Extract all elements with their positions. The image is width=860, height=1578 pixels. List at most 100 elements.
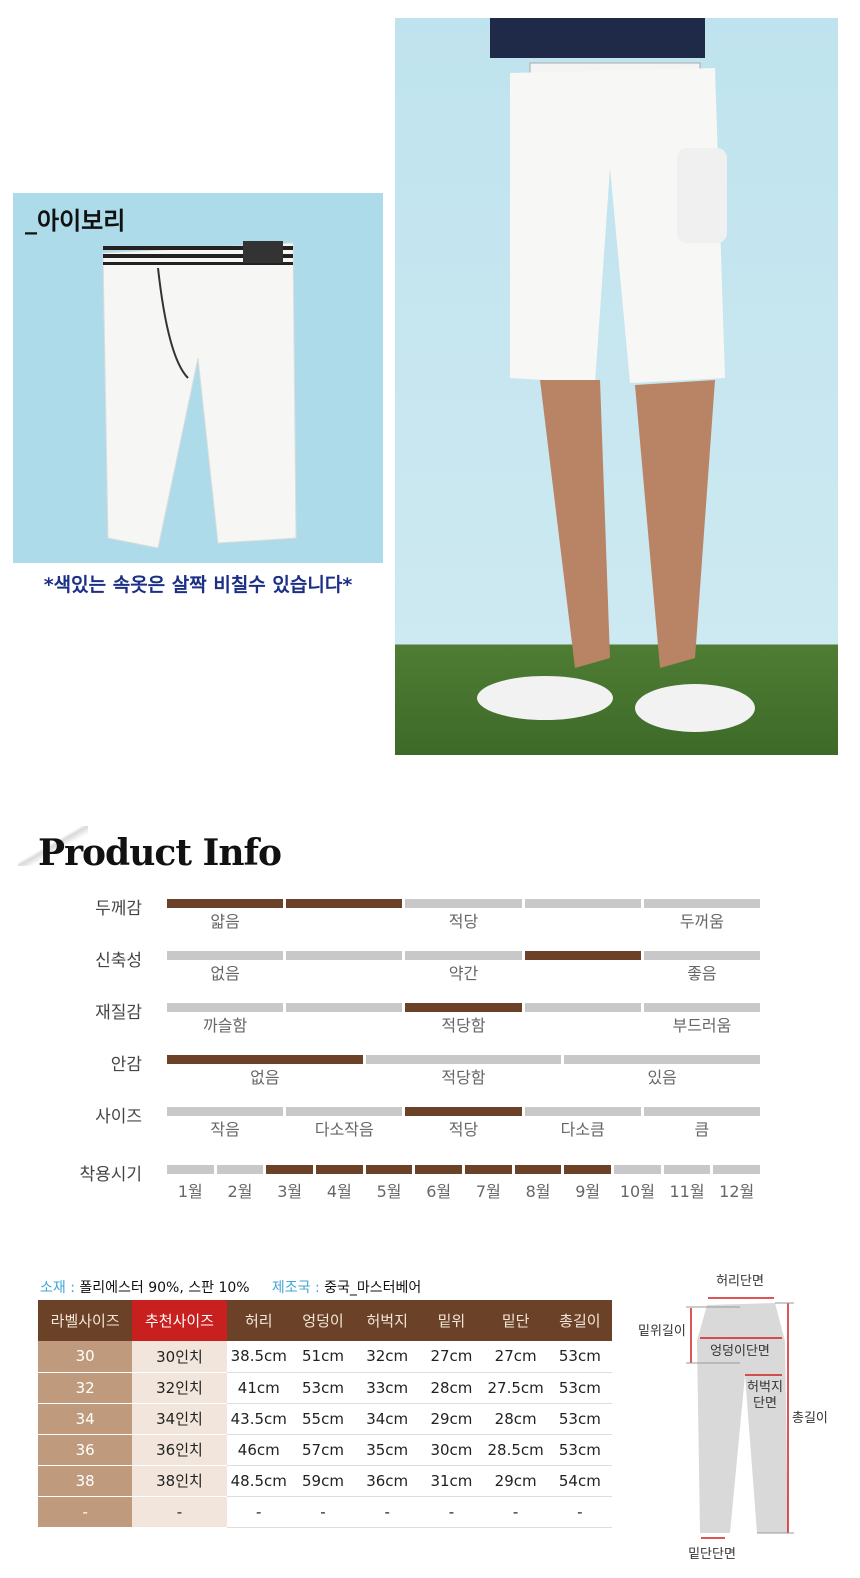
size-table-header-cell: 추천사이즈 [132,1300,227,1341]
size-table-cell: 54cm [547,1465,612,1497]
model-photo [395,18,838,755]
size-table-cell: 28.5cm [483,1434,548,1466]
material-key: 소재 : [40,1280,75,1296]
rating-segment [405,899,522,908]
size-table-cell: - [483,1496,548,1528]
origin-value: 중국_마스터베어 [324,1280,422,1296]
size-table-cell: - [132,1496,227,1528]
rating-scale-label: 적당 [448,1120,479,1139]
rating-scale-label [525,908,641,932]
diagram-length: 총길이 [792,1411,828,1426]
diagram-rise: 밑위길이 [638,1324,686,1339]
size-table-cell: 53cm [547,1372,612,1404]
size-table-cell: 32cm [355,1341,420,1373]
rating-scale-label: 좋음 [687,964,717,983]
rating-segment [167,1107,284,1116]
rating-scale-label: 작음 [210,1120,240,1139]
rating-bar [167,899,761,908]
size-table-cell: 57cm [290,1434,356,1466]
size-table-cell: - [355,1496,420,1528]
rating-segment [167,1003,284,1012]
rating-segment [614,1165,661,1174]
diagram-waist: 허리단면 [716,1274,764,1289]
rating-segment [524,951,641,960]
diagram-hip: 엉덩이단면 [710,1344,770,1359]
rating-scale-label: 적당 [448,912,479,931]
rating-segment [365,1165,413,1174]
size-table-cell: 34 [38,1403,133,1435]
size-table-header-cell: 총길이 [547,1300,612,1341]
rating-segment [286,1107,403,1116]
rating-bar [167,1107,761,1116]
size-table-cell: 27cm [419,1341,484,1373]
diagram-thigh-2: 단면 [753,1396,777,1411]
size-table-row: 38 38인치 48.5cm 59cm 36cm 31cm 29cm 54cm [38,1465,612,1497]
size-table-cell: 32인치 [132,1372,227,1404]
color-swatch-panel: _아이보리 [13,193,383,563]
rating-scale-label: 다소작음 [314,1120,374,1139]
rating-scale-label: 큼 [694,1120,710,1139]
rating-scale-label: 얇음 [210,912,240,931]
rating-scale-label: 10월 [619,1182,655,1201]
rating-segment [465,1165,512,1174]
rating-segment [266,1165,314,1174]
rating-segment [405,951,522,960]
size-table-cell: 59cm [290,1465,356,1497]
rating-segment [643,1107,761,1116]
rating-scale-label: 6월 [426,1182,452,1201]
rating-segment [405,1003,522,1012]
rating-scale-label: 8월 [525,1182,551,1201]
size-table-cell: 34cm [355,1403,420,1435]
size-table-row: 32 32인치 41cm 53cm 33cm 28cm 27.5cm 53cm [38,1372,612,1404]
size-table-cell: 41cm [226,1372,291,1404]
rating-scale-label [286,1012,402,1036]
size-table-header-cell: 허벅지 [355,1300,420,1341]
rating-segment [415,1165,463,1174]
rating-bar [167,1003,761,1012]
rating-scale-label: 5월 [376,1182,402,1201]
size-table-cell: - [419,1496,484,1528]
size-table-cell: 36인치 [132,1434,227,1466]
size-table-cell: 35cm [355,1434,420,1466]
size-table-cell: 51cm [290,1341,356,1373]
flat-shorts-image [102,241,297,548]
rating-segment [286,951,403,960]
diagram-thigh-1: 허벅지 [747,1380,783,1395]
size-table-header-cell: 엉덩이 [290,1300,356,1341]
size-table-cell: - [226,1496,291,1528]
size-table-cell: 33cm [355,1372,420,1404]
rating-segment [167,1055,363,1064]
size-table-row: -------- [38,1496,612,1528]
rating-scale-label: 12월 [719,1182,755,1201]
size-table-cell: 32 [38,1372,133,1404]
size-table-cell: 46cm [226,1434,291,1466]
rating-bar [167,951,761,960]
rating-scale-label [525,960,641,984]
size-table-row: 36 36인치 46cm 57cm 35cm 30cm 28.5cm 53cm [38,1434,612,1466]
rating-segment [167,951,284,960]
size-table-cell: 38 [38,1465,133,1497]
rating-segment [564,1165,612,1174]
diagram-hem: 밑단단면 [688,1547,736,1562]
size-table-cell: - [290,1496,356,1528]
product-info-title: Product Info [38,832,282,874]
size-table-cell: 53cm [290,1372,356,1404]
rating-scale-label: 2월 [227,1182,253,1201]
title-decoration [18,826,88,866]
rating-segment [286,899,403,908]
size-table-cell: 36cm [355,1465,420,1497]
size-table-cell: 53cm [547,1341,612,1373]
rating-segment [643,1003,761,1012]
rating-scale-label: 1월 [177,1182,203,1201]
rating-scale-label: 약간 [448,964,479,983]
rating-scale-label: 부드러움 [672,1016,732,1035]
color-name: _아이보리 [25,207,126,235]
size-table-cell: 53cm [547,1434,612,1466]
size-table-cell: 38.5cm [226,1341,291,1373]
rating-scale-label: 두꺼움 [679,912,724,931]
rating-scale-label: 11월 [669,1182,705,1201]
size-table-cell: 48.5cm [226,1465,291,1497]
size-table-cell: 43.5cm [226,1403,291,1435]
rating-segment [524,899,641,908]
size-table-cell: 31cm [419,1465,484,1497]
